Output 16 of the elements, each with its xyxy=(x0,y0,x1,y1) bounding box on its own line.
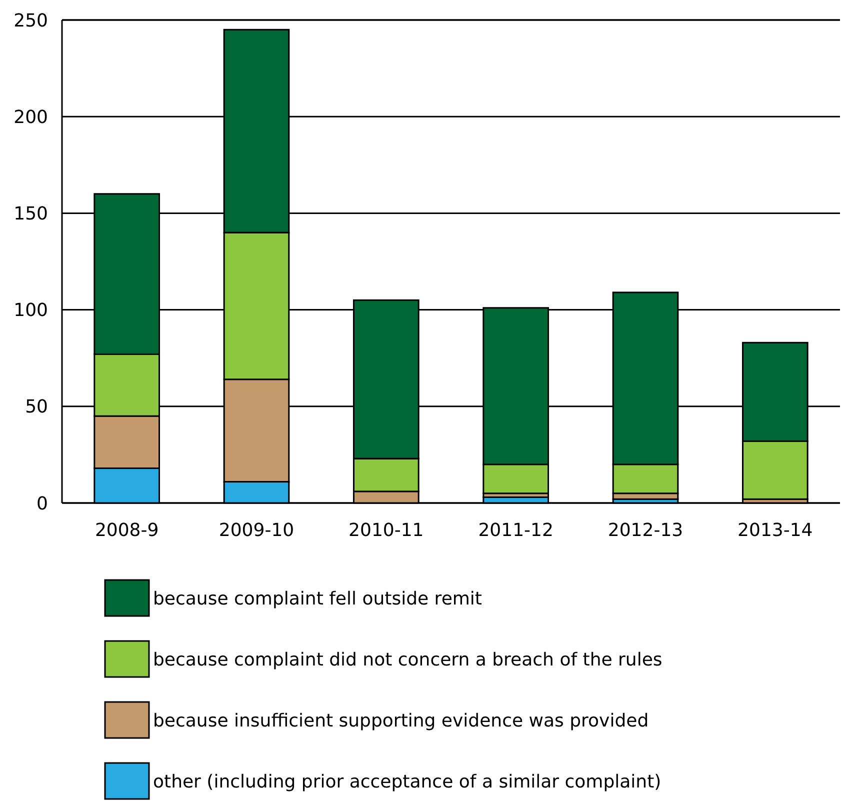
x-tick-label: 2010-11 xyxy=(348,520,424,541)
x-tick-label: 2009-10 xyxy=(218,520,294,541)
legend-label: because complaint did not concern a breach of the rules xyxy=(153,649,662,670)
x-tick-label: 2011-12 xyxy=(478,520,554,541)
x-tick-label: 2008-9 xyxy=(94,520,159,541)
y-tick-label: 200 xyxy=(14,106,48,128)
x-tick-label: 2012-13 xyxy=(608,520,684,541)
y-tick-label: 50 xyxy=(25,396,48,418)
y-tick-label: 100 xyxy=(14,300,48,322)
y-tick-label: 250 xyxy=(14,10,48,32)
x-tick-label: 2013-14 xyxy=(738,520,813,541)
legend-label: because complaint fell outside remit xyxy=(153,588,482,610)
legend-label: because insufficient supporting evidence was provided xyxy=(153,710,649,732)
y-tick-label: 0 xyxy=(36,493,48,514)
legend-label: other (including prior acceptance of a similar complaint) xyxy=(153,771,662,792)
y-tick-label: 150 xyxy=(14,204,48,224)
